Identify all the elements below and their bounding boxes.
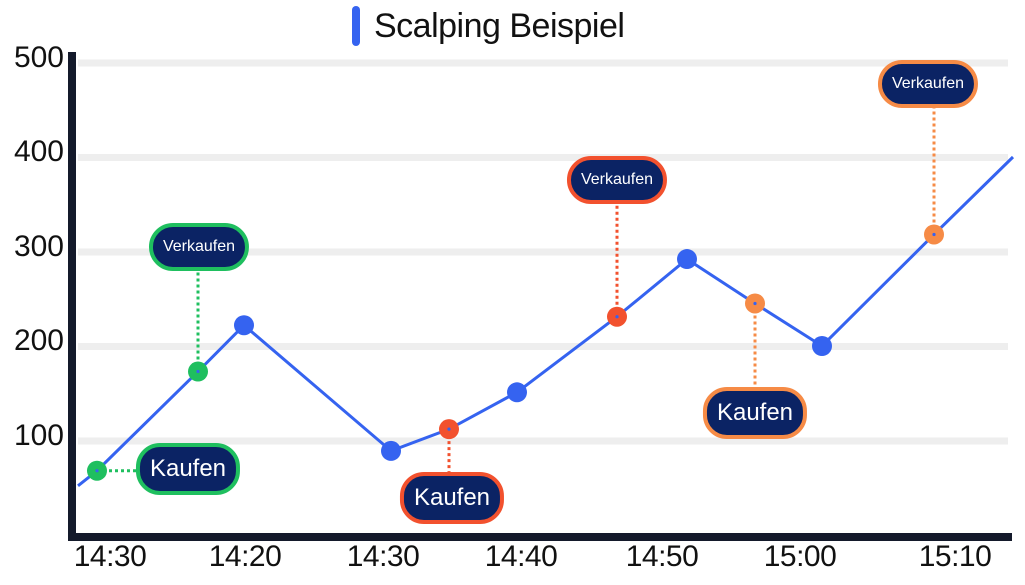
axes (68, 52, 1012, 541)
sell-label: Verkaufen (877, 60, 979, 108)
trade-point-center (95, 469, 99, 473)
sell-label: Verkaufen (566, 156, 668, 204)
grid-line (78, 59, 1008, 67)
x-tick-label: 14:30 (346, 540, 420, 573)
x-tick-label: 14:50 (625, 540, 699, 573)
y-tick-label: 400 (13, 135, 64, 168)
y-tick-label: 100 (13, 418, 64, 452)
price-line (77, 155, 1015, 488)
grid-line (78, 437, 1008, 445)
price-polyline (77, 155, 1015, 488)
x-axis-line (68, 533, 1012, 541)
trade-point-center (615, 315, 619, 319)
data-point-marker (677, 249, 697, 270)
chart-title-text: Scalping Beispiel (374, 6, 625, 45)
chart-title: Scalping Beispiel (352, 6, 625, 46)
trade-point-center (447, 427, 451, 431)
data-point-markers (87, 224, 944, 481)
buy-label: Kaufen (399, 472, 505, 524)
y-tick-label: 200 (13, 324, 64, 357)
x-tick-label: 14:30 (73, 540, 147, 573)
sell-label: Verkaufen (148, 223, 250, 271)
y-axis-line (68, 52, 76, 541)
grid-line (78, 248, 1008, 256)
trade-point-center (196, 369, 200, 374)
data-point-marker (812, 336, 832, 356)
x-tick-label: 14:40 (484, 540, 558, 573)
data-point-marker (234, 315, 254, 336)
buy-label: Kaufen (135, 443, 241, 495)
x-tick-label: 15:10 (918, 540, 992, 573)
trade-point-center (932, 232, 936, 237)
annotation-connectors (97, 106, 936, 476)
data-point-marker (507, 382, 527, 403)
grid-line (78, 154, 1008, 161)
x-tick-label: 15:00 (763, 540, 837, 573)
grid-lines (78, 59, 1008, 445)
legend-swatch (352, 6, 360, 46)
trade-point-center (753, 301, 757, 306)
x-tick-label: 14:20 (208, 540, 282, 573)
data-point-marker (381, 440, 401, 461)
grid-line (78, 343, 1008, 350)
y-tick-label: 500 (13, 40, 64, 74)
buy-label: Kaufen (702, 387, 808, 439)
y-tick-label: 300 (13, 229, 64, 263)
